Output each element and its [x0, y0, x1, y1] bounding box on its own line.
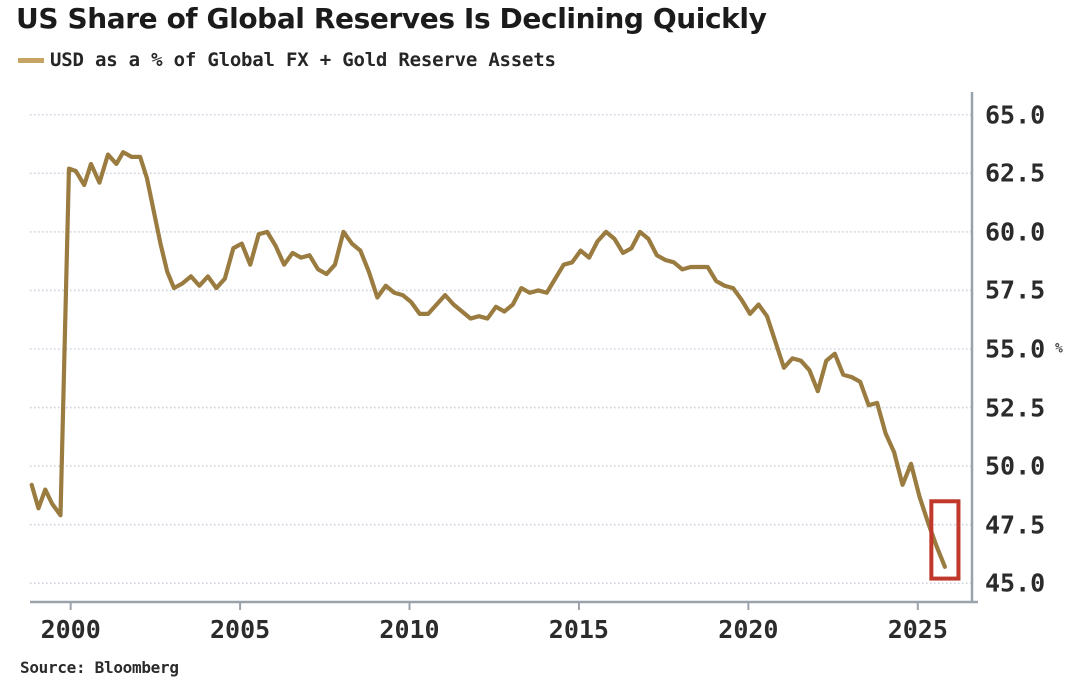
y-axis-unit-symbol: %	[1055, 341, 1063, 357]
y-axis-tick-label: 62.5	[985, 158, 1046, 188]
y-axis-tick-label: 55.0	[985, 334, 1046, 364]
y-axis-tick-label: 50.0	[985, 451, 1046, 481]
y-axis-tick-label: 45.0	[985, 568, 1046, 598]
x-axis-tick-label: 2025	[887, 615, 948, 644]
x-axis-tick-label: 2020	[718, 615, 779, 644]
axis-lines	[30, 92, 978, 604]
x-axis-tick-label: 2005	[209, 615, 271, 644]
source-note: Source: Bloomberg	[20, 658, 179, 677]
x-axis-tick-label: 2015	[548, 615, 609, 644]
x-axis-tick-label: 2000	[40, 615, 101, 644]
chart-legend: USD as a % of Global FX + Gold Reserve A…	[18, 48, 556, 72]
y-axis-tick-label: 57.5	[985, 275, 1046, 305]
page-title: US Share of Global Reserves Is Declining…	[16, 2, 767, 35]
y-axis-tick-label: 60.0	[985, 217, 1046, 247]
y-axis-tick-label: 65.0	[985, 100, 1046, 130]
data-line-series	[29, 150, 947, 569]
legend-line-marker-icon	[18, 57, 44, 63]
legend-item-label: USD as a % of Global FX + Gold Reserve A…	[50, 49, 556, 71]
x-axis-tick-label: 2010	[379, 615, 440, 644]
y-axis-tick-label: 47.5	[985, 510, 1046, 540]
gridlines	[30, 113, 972, 585]
red-highlight-box	[929, 499, 961, 581]
y-axis-tick-label: 52.5	[985, 393, 1046, 423]
x-tick-marks	[69, 602, 919, 610]
